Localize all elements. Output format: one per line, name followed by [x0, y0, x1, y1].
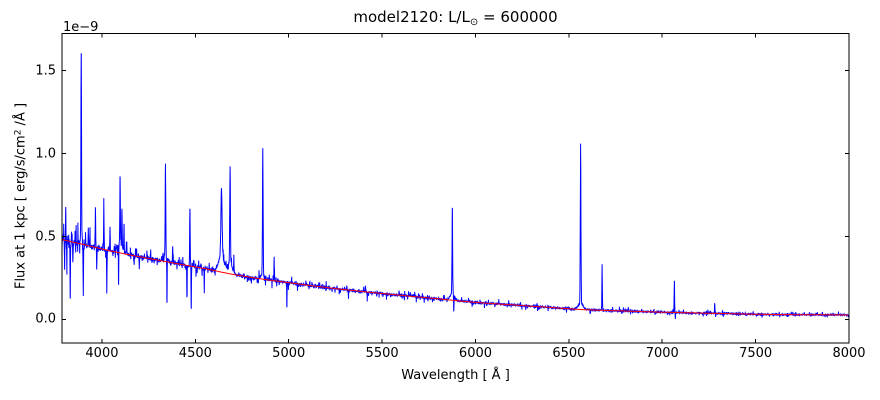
x-tick-label: 6000 — [458, 346, 493, 361]
axes-frame — [61, 33, 850, 344]
x-tick-label: 5500 — [365, 346, 399, 361]
y-tick-label: 1.5 — [35, 63, 56, 78]
y-tick-label: 0.5 — [35, 229, 56, 244]
sun-symbol: ⊙ — [469, 17, 479, 28]
observed-spectrum-line — [61, 53, 850, 320]
x-tick-label: 7000 — [645, 346, 679, 361]
y-tick-label: 1.0 — [35, 146, 56, 161]
x-tick-label: 7500 — [739, 346, 773, 361]
x-tick-label: 6500 — [552, 346, 586, 361]
x-tick-label: 4000 — [85, 346, 119, 361]
y-axis-offset-label: 1e−9 — [63, 20, 99, 35]
x-tick-label: 4500 — [178, 346, 212, 361]
x-tick-label: 8000 — [832, 346, 866, 361]
plot-title: model2120: L/L⊙ = 600000 — [62, 8, 849, 28]
x-tick-label: 5000 — [272, 346, 306, 361]
y-tick-label: 0.0 — [35, 311, 56, 327]
plot-title-value: = 600000 — [478, 8, 558, 26]
x-axis-label: Wavelength [ Å ] — [401, 368, 510, 383]
y-axis-label: Flux at 1 kpc [ erg/s/cm2 /Å ] — [13, 102, 29, 290]
continuum-fit-line — [61, 239, 848, 316]
plot-title-text: model2120: L/L — [353, 8, 470, 26]
